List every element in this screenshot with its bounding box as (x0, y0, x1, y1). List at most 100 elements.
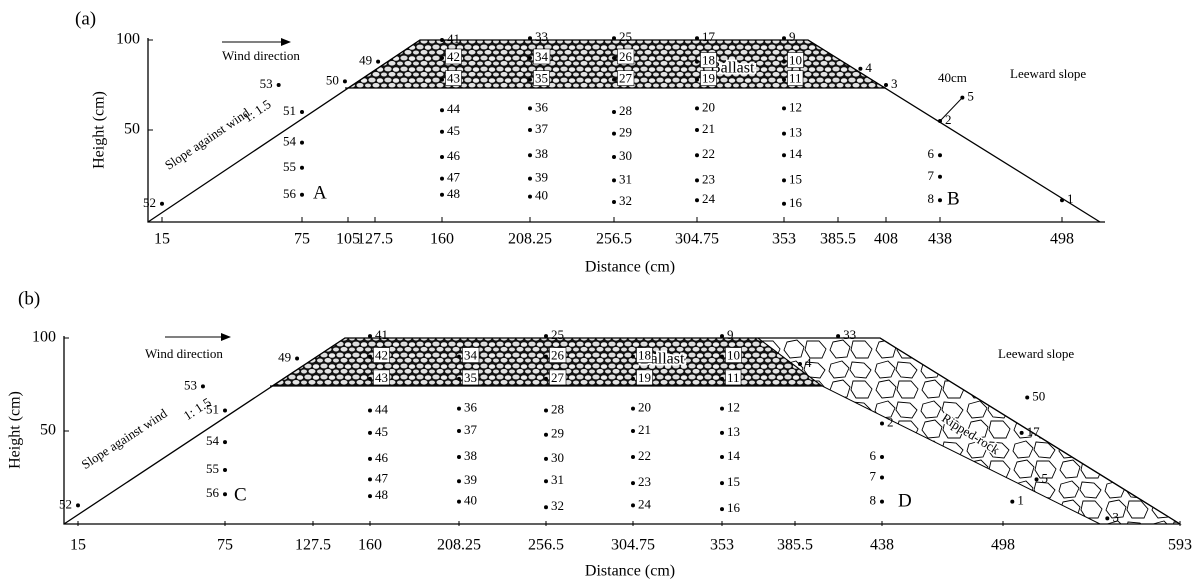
point-label: 25 (551, 327, 564, 342)
measurement-point (858, 67, 862, 71)
measurement-point (201, 384, 205, 388)
x-tick-label: 593 (1168, 537, 1192, 554)
point-label: 25 (619, 29, 632, 44)
measurement-point (782, 202, 786, 206)
measurement-point (376, 60, 380, 64)
figure: (a) Height (cm) Distance (cm) Wind direc… (0, 0, 1204, 584)
point-label: 14 (727, 448, 741, 463)
point-label: 36 (464, 400, 478, 415)
measurement-point (300, 110, 304, 114)
measurement-point (782, 132, 786, 136)
point-label: 29 (551, 426, 564, 441)
point-label: 34 (535, 49, 549, 64)
measurement-point (695, 178, 699, 182)
measurement-point (1060, 198, 1064, 202)
measurement-point (544, 457, 548, 461)
measurement-point (544, 355, 548, 359)
measurement-point (612, 132, 616, 136)
measurement-point (782, 153, 786, 157)
measurement-point (368, 477, 372, 481)
measurement-point (695, 198, 699, 202)
measurement-point (300, 166, 304, 170)
measurement-point (544, 409, 548, 413)
x-tick-label: 127.5 (357, 231, 393, 248)
point-label: 19 (638, 370, 651, 385)
measurement-point (782, 106, 786, 110)
x-tick-label: 304.75 (611, 537, 655, 554)
point-label: 7 (928, 168, 935, 183)
point-label: 13 (789, 125, 802, 140)
measurement-point (368, 494, 372, 498)
point-label: 20 (638, 400, 651, 415)
measurement-point (1035, 477, 1039, 481)
measurement-point (528, 195, 532, 199)
point-label: 47 (447, 170, 461, 185)
point-label: 39 (535, 170, 548, 185)
point-label: 23 (638, 474, 651, 489)
y-axis-label: Height (cm) (91, 91, 108, 169)
x-tick-label: 256.5 (596, 231, 632, 248)
point-label: 47 (375, 470, 389, 485)
measurement-point (440, 193, 444, 197)
point-label: 38 (535, 146, 548, 161)
point-label: 13 (727, 424, 740, 439)
panel-label: (a) (75, 8, 96, 29)
x-tick-label: 498 (991, 537, 1015, 554)
point-label: 55 (206, 461, 219, 476)
measurement-point (880, 455, 884, 459)
measurement-point (720, 377, 724, 381)
point-label: 32 (619, 193, 632, 208)
x-tick-label: 127.5 (295, 537, 331, 554)
point-label: 8 (928, 191, 935, 206)
x-tick-label: 75 (217, 537, 233, 554)
point-label: 51 (206, 402, 219, 417)
point-label: 35 (464, 370, 477, 385)
measurement-point (631, 377, 635, 381)
measurement-point (612, 200, 616, 204)
point-label: 8 (870, 493, 877, 508)
point-label: 26 (619, 49, 633, 64)
point-label: 1 (1067, 191, 1074, 206)
measurement-point (544, 334, 548, 338)
point-label: 2 (945, 112, 952, 127)
point-label: 14 (789, 146, 803, 161)
point-label: 52 (143, 195, 156, 210)
measurement-point (631, 503, 635, 507)
measurement-point (528, 56, 532, 60)
point-label: 5 (967, 89, 974, 104)
point-label: 53 (184, 377, 197, 392)
point-label: 15 (727, 474, 740, 489)
point-label: 15 (789, 171, 802, 186)
measurement-point (720, 334, 724, 338)
point-label: 26 (551, 348, 565, 363)
point-label: 30 (551, 450, 564, 465)
measurement-point (612, 110, 616, 114)
ballast-layer (348, 40, 885, 88)
y-axis-label: Height (cm) (7, 391, 24, 469)
point-label: 44 (447, 101, 461, 116)
measurement-point (223, 440, 227, 444)
measurement-point (368, 457, 372, 461)
point-label: 9 (727, 327, 734, 342)
measurement-point (457, 500, 461, 504)
measurement-point (695, 60, 699, 64)
point-label: 3 (891, 76, 898, 91)
point-label: 31 (551, 472, 564, 487)
x-tick-label: 15 (70, 537, 86, 554)
measurement-point (440, 155, 444, 159)
measurement-point (368, 334, 372, 338)
measurement-point (300, 141, 304, 145)
x-tick-label: 438 (870, 537, 894, 554)
panel-a: (a) Height (cm) Distance (cm) Wind direc… (75, 8, 1105, 275)
point-label: 28 (619, 103, 632, 118)
point-label: 56 (283, 186, 297, 201)
point-label: 6 (870, 448, 877, 463)
measurement-point (544, 505, 548, 509)
point-label: 36 (535, 99, 549, 114)
measurement-point (457, 407, 461, 411)
point-label: 10 (727, 348, 740, 363)
measurement-point (223, 468, 227, 472)
zone-label: D (898, 490, 912, 511)
point-label: 40 (464, 493, 477, 508)
point-label: 42 (375, 348, 388, 363)
